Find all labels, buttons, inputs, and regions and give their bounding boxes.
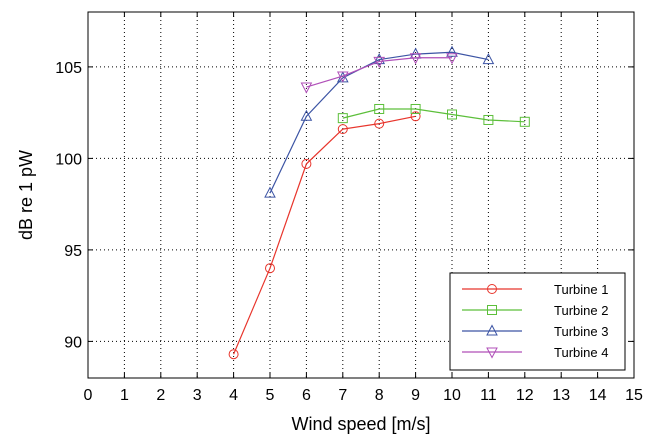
- x-tick-label: 3: [193, 387, 202, 404]
- legend-label: Turbine 2: [554, 303, 608, 318]
- data-point: [410, 111, 421, 122]
- legend-item-turbine-2: Turbine 2: [462, 303, 608, 318]
- x-tick-label: 13: [552, 387, 570, 404]
- data-point: [410, 103, 421, 114]
- data-point: [300, 109, 313, 121]
- x-tick-label: 8: [375, 387, 384, 404]
- legend-marker: [486, 347, 498, 359]
- legend-item-turbine-4: Turbine 4: [462, 345, 608, 360]
- legend-item-turbine-3: Turbine 3: [462, 324, 608, 339]
- legend-marker: [487, 284, 497, 294]
- data-point: [374, 103, 385, 114]
- data-point: [519, 116, 530, 127]
- data-point: [337, 124, 348, 135]
- x-tick-label: 4: [229, 387, 238, 404]
- series-turbine-3: [264, 45, 495, 198]
- y-axis-label: dB re 1 pW: [16, 150, 36, 240]
- series-line: [342, 108, 525, 123]
- x-tick-label: 2: [156, 387, 165, 404]
- x-tick-label: 11: [480, 387, 497, 404]
- x-tick-label: 0: [84, 387, 93, 404]
- plot-area-frame: [87, 11, 635, 379]
- series-turbine-2: [337, 103, 530, 127]
- data-point: [300, 82, 313, 94]
- data-point: [264, 186, 276, 198]
- x-tick-label: 1: [120, 387, 129, 404]
- legend-item-turbine-1: Turbine 1: [462, 282, 608, 297]
- x-tick-label: 14: [589, 387, 607, 404]
- series-line: [306, 57, 452, 88]
- y-tick-label: 90: [64, 334, 82, 351]
- data-point: [446, 45, 458, 57]
- data-point: [337, 113, 348, 124]
- data-point: [483, 114, 494, 125]
- data-point: [409, 53, 422, 65]
- legend-marker: [486, 324, 498, 336]
- x-tick-label: 15: [625, 387, 643, 404]
- data-point: [374, 118, 385, 129]
- legend-label: Turbine 1: [554, 282, 608, 297]
- x-tick-label: 12: [516, 387, 534, 404]
- x-tick-label: 6: [302, 387, 311, 404]
- y-tick-label: 105: [55, 60, 82, 77]
- series-line: [233, 115, 416, 355]
- x-tick-label: 5: [266, 387, 275, 404]
- x-axis-label: Wind speed [m/s]: [291, 414, 430, 434]
- y-tick-label: 95: [64, 243, 82, 260]
- legend-marker: [487, 305, 497, 315]
- data-point: [447, 109, 457, 120]
- data-point: [446, 53, 458, 65]
- x-tick-label: 7: [338, 387, 347, 404]
- series-group: [228, 45, 530, 360]
- legend-label: Turbine 4: [554, 345, 608, 360]
- series-turbine-4: [300, 53, 458, 94]
- data-point: [301, 158, 312, 169]
- data-point: [265, 263, 275, 274]
- legend-label: Turbine 3: [554, 324, 608, 339]
- legend: Turbine 1 Turbine 2 Turbine 3 Turbine 4: [449, 272, 626, 371]
- x-tick-label: 9: [411, 387, 420, 404]
- data-point: [482, 53, 495, 65]
- data-point: [373, 53, 386, 65]
- series-line: [269, 51, 489, 194]
- series-turbine-1: [228, 111, 421, 360]
- x-tick-label: 10: [443, 387, 461, 404]
- y-tick-label: 100: [55, 151, 82, 168]
- data-point: [228, 349, 239, 360]
- data-point: [373, 56, 386, 68]
- data-point: [336, 71, 349, 83]
